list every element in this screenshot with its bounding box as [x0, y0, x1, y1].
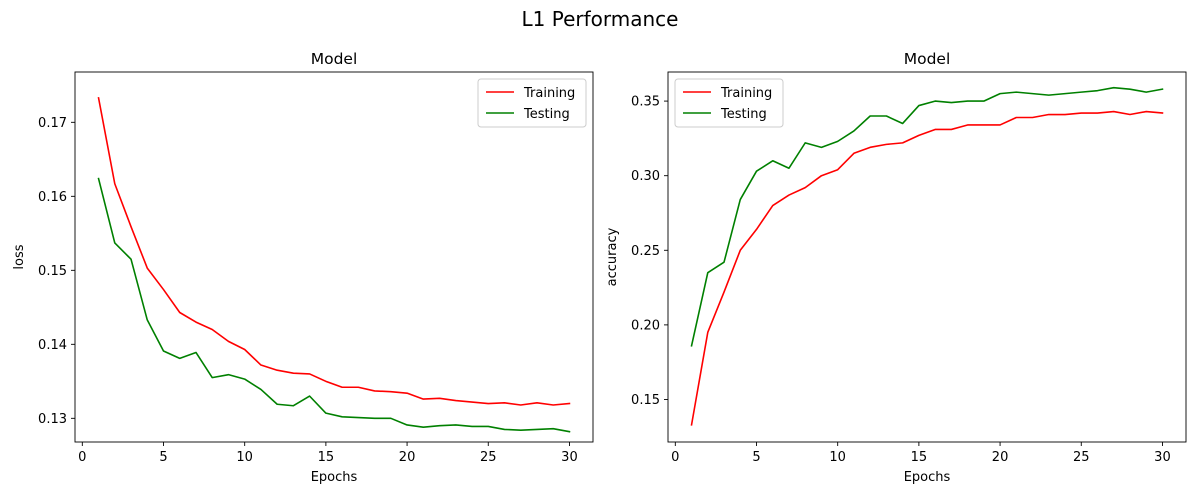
- legend-box: [674, 78, 784, 128]
- x-tick-label: 30: [1154, 450, 1171, 465]
- legend-label-training: Training: [720, 86, 772, 101]
- x-tick-label: 20: [992, 450, 1009, 465]
- legend: Training Testing: [477, 78, 587, 128]
- y-tick-label: 0.25: [631, 244, 660, 259]
- x-tick-label: 5: [752, 450, 760, 465]
- y-tick-label: 0.30: [631, 169, 660, 184]
- loss-panel: 0 5 10 15 20 25 30 0.13 0.14 0.15 0.16 0.17 Model Epo…: [12, 50, 594, 485]
- y-tick-label: 0.15: [38, 264, 67, 279]
- series-line-testing: [690, 86, 1164, 347]
- x-axis-label: Epochs: [904, 470, 951, 485]
- y-axis-label: accuracy: [605, 227, 620, 286]
- y-tick-label: 0.14: [38, 338, 67, 353]
- series-line-training: [690, 110, 1164, 426]
- legend-label-testing: Testing: [523, 107, 570, 122]
- legend-label-testing: Testing: [720, 107, 767, 122]
- x-tick-label: 25: [480, 450, 497, 465]
- y-tick-label: 0.15: [631, 393, 660, 408]
- x-tick-label: 30: [561, 450, 578, 465]
- y-tick-label: 0.17: [38, 116, 67, 131]
- accuracy-panel: 0 5 10 15 20 25 30 0.15 0.20 0.25 0.30 0.35 Model Epo…: [605, 50, 1187, 485]
- series-line-testing: [97, 177, 571, 433]
- y-tick-label: 0.16: [38, 190, 67, 205]
- legend-box: [477, 78, 587, 128]
- figure-title: L1 Performance: [522, 7, 679, 31]
- x-tick-label: 20: [399, 450, 416, 465]
- x-tick-label: 0: [671, 450, 679, 465]
- x-tick-label: 0: [78, 450, 86, 465]
- legend: Training Testing: [674, 78, 784, 128]
- x-tick-label: 10: [829, 450, 846, 465]
- x-tick-label: 25: [1073, 450, 1090, 465]
- x-tick-label: 15: [911, 450, 928, 465]
- x-axis-label: Epochs: [311, 470, 358, 485]
- y-tick-label: 0.13: [38, 412, 67, 427]
- y-tick-label: 0.35: [631, 95, 660, 110]
- x-tick-label: 5: [159, 450, 167, 465]
- axes-title: Model: [904, 50, 951, 68]
- series-line-training: [97, 96, 571, 406]
- x-tick-label: 15: [318, 450, 335, 465]
- axes-frame: [74, 71, 594, 443]
- axes-frame: [667, 71, 1187, 443]
- legend-label-training: Training: [523, 86, 575, 101]
- x-tick-label: 10: [236, 450, 253, 465]
- y-tick-label: 0.20: [631, 318, 660, 333]
- y-axis-label: loss: [12, 244, 27, 269]
- axes-title: Model: [311, 50, 358, 68]
